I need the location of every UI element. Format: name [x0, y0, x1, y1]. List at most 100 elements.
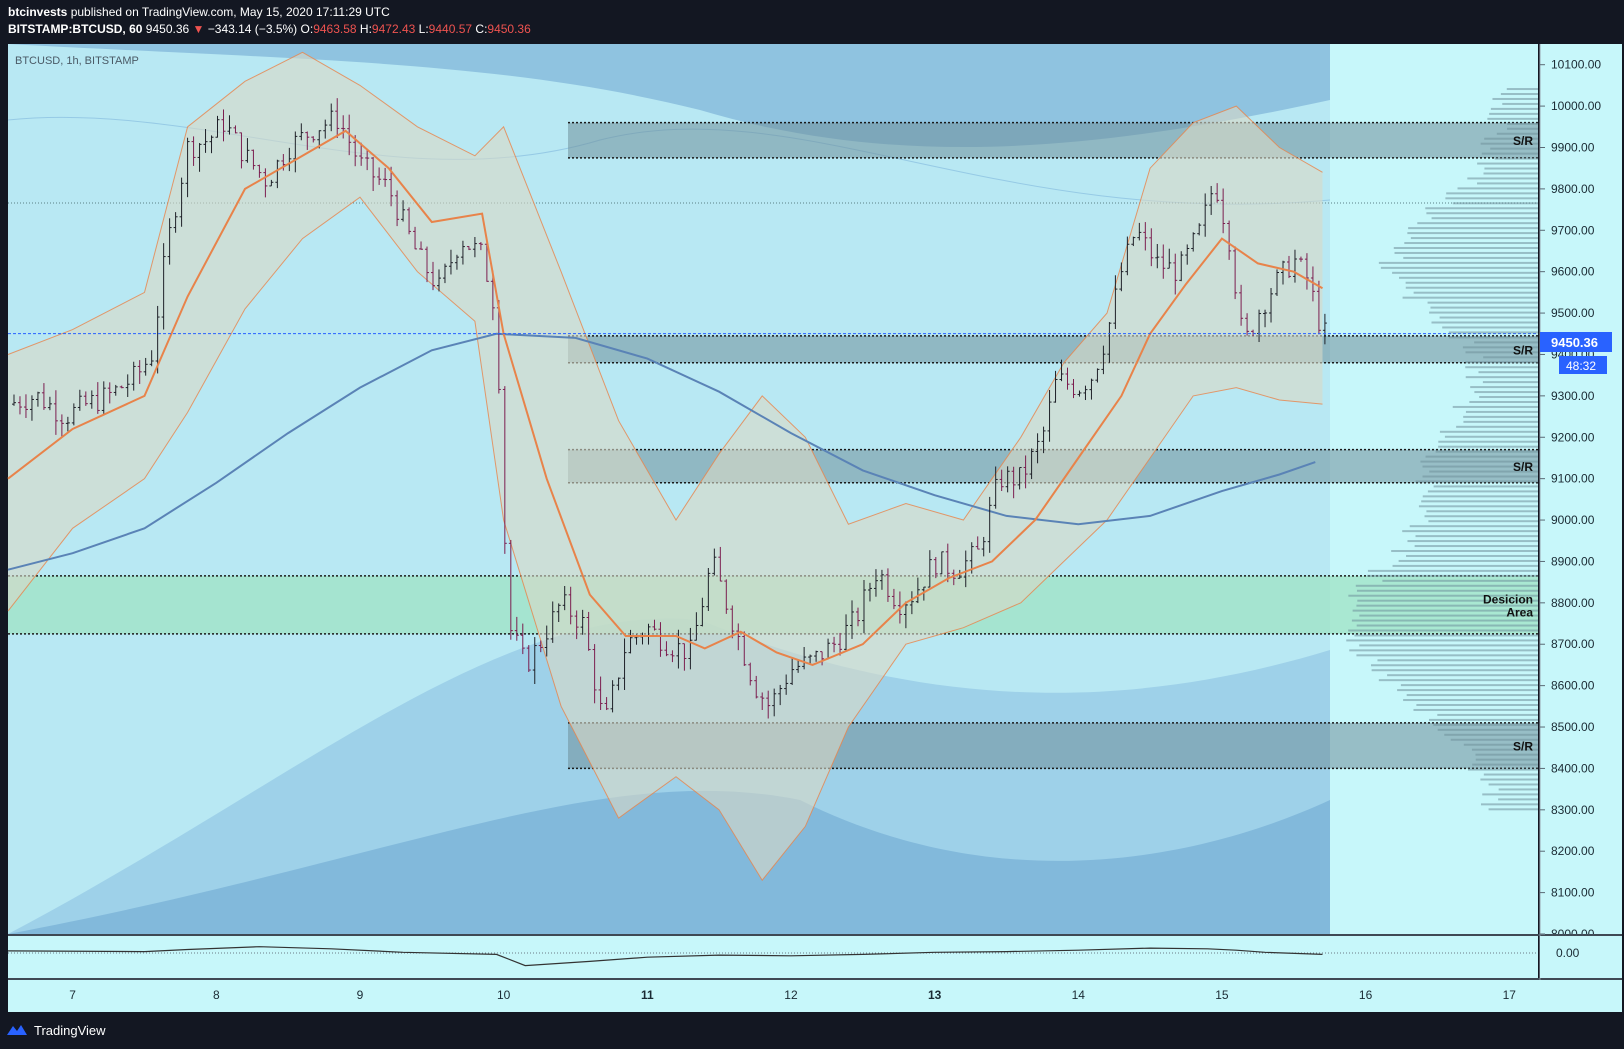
background-band: [8, 44, 1330, 148]
volume-profile-bar: [1463, 743, 1538, 746]
volume-profile-bar: [1457, 187, 1538, 190]
volume-profile-bar: [1392, 564, 1538, 567]
volume-profile-bar: [1415, 535, 1538, 538]
volume-profile-bar: [1346, 639, 1538, 642]
volume-profile-bar: [1469, 400, 1538, 403]
volume-profile-bar: [1506, 88, 1538, 91]
change-arrow-icon: ▼: [192, 22, 205, 36]
volume-profile-bar: [1405, 286, 1538, 289]
price-tick-label: 8100.00: [1551, 886, 1595, 900]
oscillator-tick: 0.00: [1556, 946, 1580, 960]
oscillator-background: [8, 936, 1538, 978]
volume-profile-bar: [1349, 649, 1538, 652]
volume-profile-bar: [1427, 490, 1538, 493]
published-text: published on TradingView.com, May 15, 20…: [70, 5, 390, 19]
volume-profile-bar: [1404, 242, 1538, 245]
price-tick-label: 10000.00: [1551, 99, 1601, 113]
bollinger-bands: [7, 51, 1323, 882]
volume-profile-bar: [1465, 410, 1538, 413]
volume-profile-bar: [1392, 271, 1538, 274]
chart-canvas[interactable]: BTCUSD, 1h, BITSTAMP S/R S/R S/R DesicionAr…: [0, 40, 1624, 1015]
price-tag: 9450.36 48:32: [1540, 332, 1612, 374]
time-axis[interactable]: 7 8 9 10 11 12 13 14 15 16 17: [8, 978, 1622, 1012]
volume-profile-bar: [1507, 122, 1538, 125]
sr-zone: [568, 122, 1538, 158]
price-tick-label: 9700.00: [1551, 223, 1595, 237]
volume-profile-bar: [1498, 798, 1538, 801]
volume-profile-bar: [1359, 614, 1538, 617]
volume-profile-bar: [1479, 396, 1538, 399]
volume-profile-bar: [1472, 763, 1538, 766]
volume-profile-bar: [1409, 525, 1538, 528]
volume-profile-bar: [1439, 430, 1538, 433]
volume-profile-bar: [1416, 703, 1538, 706]
volume-profile-bar: [1490, 147, 1538, 150]
time-tick-label: 7: [69, 988, 76, 1002]
volume-profile-bar: [1407, 540, 1538, 543]
volume-profile-bar: [1406, 554, 1538, 557]
volume-profile-bar: [1448, 331, 1538, 334]
symbol-interval: BITSTAMP:BTCUSD, 60: [8, 22, 143, 36]
volume-profile-bar: [1397, 689, 1538, 692]
volume-profile-bar: [1425, 455, 1538, 458]
high-label: H:: [359, 22, 372, 36]
price-pane[interactable]: BTCUSD, 1h, BITSTAMP S/R S/R S/R DesicionAr…: [7, 44, 1538, 934]
ema-layer: [7, 129, 1323, 666]
zone-label: Desicion: [1483, 592, 1533, 606]
price-tick-label: 8300.00: [1551, 803, 1595, 817]
price-tick-label: 9000.00: [1551, 513, 1595, 527]
volume-profile-bar: [1433, 723, 1538, 726]
volume-profile-bar: [1400, 684, 1538, 687]
volume-profile-bar: [1439, 316, 1538, 319]
volume-profile-bar: [1418, 505, 1538, 508]
volume-profile-bar: [1403, 256, 1538, 259]
volume-profile-bar: [1465, 366, 1538, 369]
volume-profile-bar: [1407, 232, 1538, 235]
time-tick-label: 16: [1359, 988, 1373, 1002]
volume-profile-bar: [1403, 699, 1538, 702]
volume-profile-bar: [1391, 550, 1538, 553]
author-name[interactable]: btcinvests: [8, 5, 68, 19]
change-value: −343.14 (−3.5%): [207, 22, 298, 36]
volume-profile-bar: [1452, 202, 1538, 205]
volume-profile-bar: [1351, 619, 1538, 622]
volume-profile-bar: [1444, 733, 1538, 736]
zone-label: Area: [1506, 605, 1533, 619]
oscillator-line: [7, 946, 1323, 967]
close-label: C:: [475, 22, 488, 36]
volume-profile-bar: [1402, 296, 1538, 299]
time-tick-label: 14: [1072, 988, 1086, 1002]
price-axis[interactable]: 8000.008100.008200.008300.008400.008500.…: [1539, 44, 1622, 1012]
volume-profile-bar: [1484, 137, 1538, 140]
volume-profile-bar: [1408, 227, 1538, 230]
volume-profile-bar: [1465, 361, 1538, 364]
volume-profile-bar: [1417, 222, 1538, 225]
volume-profile-bar: [1480, 778, 1538, 781]
volume-profile-bar: [1433, 485, 1538, 488]
volume-profile-bar: [1490, 107, 1538, 110]
sr-zone: [568, 335, 1538, 363]
volume-profile-bar: [1422, 495, 1538, 498]
price-tag-box: [1540, 332, 1612, 352]
volume-profile-bar: [1437, 728, 1538, 731]
volume-profile-bar: [1380, 266, 1538, 269]
volume-profile-bar: [1377, 659, 1538, 662]
volume-profile-bar: [1477, 162, 1538, 165]
volume-profile-bar: [1467, 768, 1538, 771]
volume-profile-bar: [1480, 142, 1538, 145]
volume-profile-bar: [1424, 515, 1538, 518]
zone-label: S/R: [1513, 134, 1533, 148]
price-tick-label: 9600.00: [1551, 265, 1595, 279]
countdown-box: [1559, 356, 1607, 374]
volume-profile-bar: [1484, 167, 1538, 170]
tradingview-footer[interactable]: TradingView: [6, 1018, 106, 1042]
volume-profile-bar: [1421, 500, 1538, 503]
volume-profile-bar: [1463, 415, 1538, 418]
oscillator-pane[interactable]: 0.00: [7, 934, 1622, 978]
volume-profile-bar: [1413, 291, 1538, 294]
tradingview-logo-icon: [7, 1025, 27, 1035]
volume-profile-bar: [1357, 599, 1538, 602]
price-tick-label: 8900.00: [1551, 554, 1595, 568]
oscillator-axis-background: [1540, 936, 1622, 978]
